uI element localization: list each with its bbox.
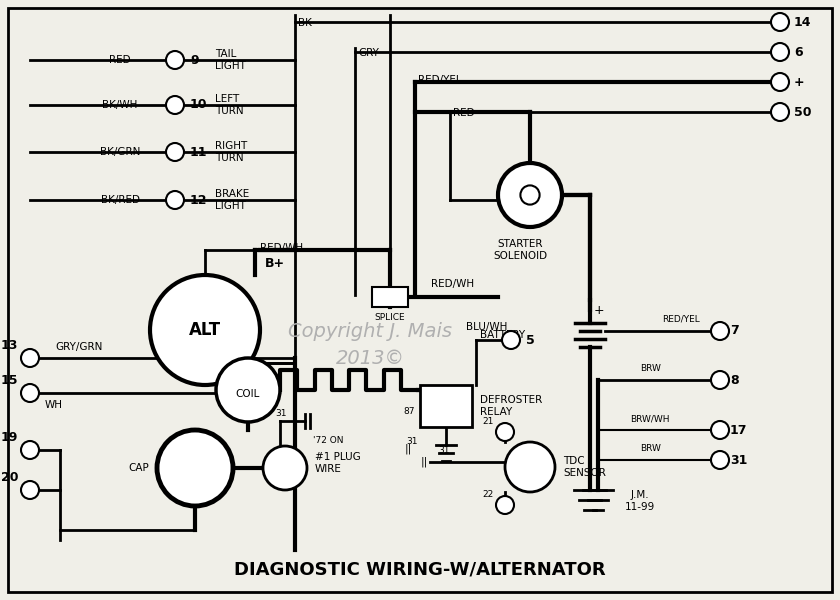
Text: B+: B+ — [265, 257, 285, 270]
Text: 9: 9 — [190, 53, 198, 67]
Text: 7: 7 — [730, 325, 738, 337]
Text: 15: 15 — [220, 371, 232, 380]
Text: 22: 22 — [483, 490, 494, 499]
Text: 31: 31 — [730, 454, 748, 467]
Circle shape — [263, 446, 307, 490]
Text: BK/WH: BK/WH — [102, 100, 138, 110]
Circle shape — [166, 96, 184, 114]
Circle shape — [771, 103, 789, 121]
Text: RED/YEL: RED/YEL — [418, 75, 462, 85]
Circle shape — [521, 185, 539, 205]
Text: BRW/WH: BRW/WH — [630, 414, 669, 423]
Circle shape — [166, 51, 184, 69]
Text: STARTER
SOLENOID: STARTER SOLENOID — [493, 239, 547, 262]
Text: WH: WH — [45, 400, 63, 410]
Text: 17: 17 — [730, 424, 748, 437]
Text: ||: || — [421, 457, 428, 467]
Text: BK/RED: BK/RED — [101, 195, 139, 205]
Text: 19: 19 — [1, 431, 18, 444]
Text: 15: 15 — [1, 374, 18, 387]
Text: 11: 11 — [190, 145, 207, 158]
Text: 1: 1 — [252, 371, 258, 380]
Bar — [372, 287, 408, 307]
Bar — [420, 385, 472, 427]
Text: DEFROSTER
RELAY: DEFROSTER RELAY — [480, 395, 543, 417]
Circle shape — [711, 322, 729, 340]
Text: 31: 31 — [438, 446, 449, 455]
Circle shape — [216, 358, 280, 422]
Text: RED: RED — [453, 108, 475, 118]
Text: LEFT
TURN: LEFT TURN — [215, 94, 244, 116]
Text: Copyright J. Mais
2013©: Copyright J. Mais 2013© — [288, 322, 452, 368]
Text: 31: 31 — [275, 409, 286, 418]
Circle shape — [502, 331, 520, 349]
Text: RED: RED — [109, 55, 131, 65]
Text: 12: 12 — [190, 193, 207, 206]
Circle shape — [771, 73, 789, 91]
Text: 74 ON: 74 ON — [515, 463, 543, 473]
Text: BRW: BRW — [640, 444, 661, 453]
Circle shape — [496, 496, 514, 514]
Text: BK: BK — [298, 18, 312, 28]
Text: +: + — [794, 76, 805, 88]
Text: TAIL
LIGHT: TAIL LIGHT — [215, 49, 246, 71]
Text: 31: 31 — [407, 437, 418, 446]
Text: 13: 13 — [1, 339, 18, 352]
Text: BRW: BRW — [640, 364, 661, 373]
Text: '72 ON: '72 ON — [313, 436, 344, 445]
Circle shape — [166, 143, 184, 161]
Circle shape — [21, 481, 39, 499]
Text: RED/YEL: RED/YEL — [662, 314, 700, 323]
Text: BLU/WH: BLU/WH — [466, 322, 507, 332]
Text: 14: 14 — [794, 16, 811, 28]
Text: J.M.
11-99: J.M. 11-99 — [625, 490, 655, 512]
Circle shape — [21, 441, 39, 459]
Text: BRAKE
LIGHT: BRAKE LIGHT — [215, 189, 249, 211]
Text: RED/WH: RED/WH — [432, 279, 475, 289]
Text: SPLICE: SPLICE — [375, 313, 406, 322]
Text: 21: 21 — [483, 417, 494, 426]
Circle shape — [21, 349, 39, 367]
Circle shape — [711, 371, 729, 389]
Text: BATTERY: BATTERY — [480, 330, 525, 340]
Circle shape — [498, 163, 562, 227]
Text: ALT: ALT — [189, 321, 221, 339]
Circle shape — [157, 430, 233, 506]
Text: BK/GRN: BK/GRN — [100, 147, 140, 157]
Circle shape — [166, 191, 184, 209]
Text: RED/WH: RED/WH — [260, 243, 303, 253]
Text: GRY/GRN: GRY/GRN — [55, 342, 102, 352]
Text: 50: 50 — [794, 106, 811, 118]
Text: 8: 8 — [730, 373, 738, 386]
Text: +: + — [594, 304, 605, 317]
Text: 6: 6 — [794, 46, 803, 58]
Circle shape — [21, 384, 39, 402]
Text: 10: 10 — [190, 98, 207, 112]
Circle shape — [711, 421, 729, 439]
Text: 5: 5 — [526, 334, 535, 346]
Text: RIGHT
TURN: RIGHT TURN — [215, 141, 247, 163]
Circle shape — [496, 423, 514, 441]
Circle shape — [150, 275, 260, 385]
Text: 20: 20 — [1, 471, 18, 484]
Text: DIAGNOSTIC WIRING-W/ALTERNATOR: DIAGNOSTIC WIRING-W/ALTERNATOR — [234, 561, 606, 579]
Text: GRY: GRY — [358, 48, 379, 58]
Circle shape — [711, 451, 729, 469]
Text: ||: || — [405, 444, 412, 454]
Circle shape — [505, 442, 555, 492]
Circle shape — [771, 13, 789, 31]
Circle shape — [771, 43, 789, 61]
Text: TDC
SENSOR: TDC SENSOR — [563, 456, 606, 478]
Text: #1 PLUG
WIRE: #1 PLUG WIRE — [315, 452, 360, 474]
Text: 87: 87 — [403, 407, 415, 415]
Text: CAP: CAP — [129, 463, 149, 473]
Text: COIL: COIL — [236, 389, 260, 399]
